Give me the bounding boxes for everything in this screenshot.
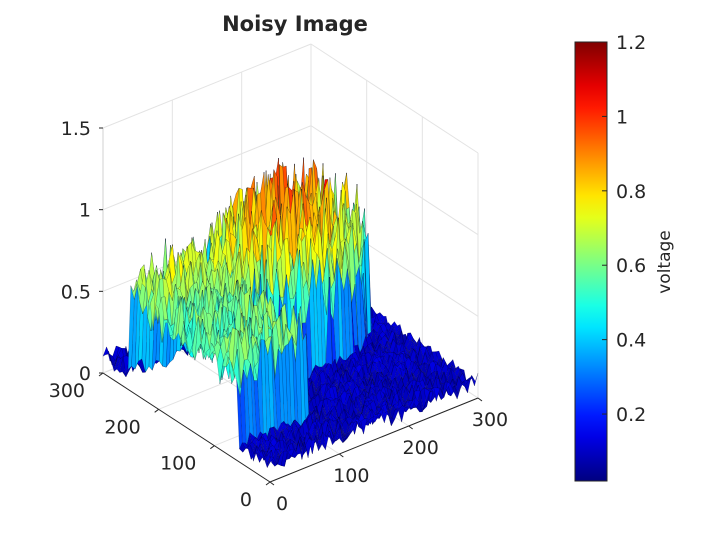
colorbar-tick-label: 0.6 — [616, 255, 646, 277]
colorbar-label: voltage — [655, 230, 675, 294]
y-tick-label: 200 — [104, 416, 140, 438]
grid-line — [102, 43, 312, 129]
z-tick-label: 0 — [79, 363, 91, 385]
x-tick — [408, 425, 413, 430]
y-tick-label: 300 — [49, 380, 85, 402]
colorbar-tick-label: 1 — [616, 106, 628, 128]
grid-line — [310, 125, 479, 236]
surface-plot — [102, 157, 479, 469]
z-tick-label: 1 — [79, 200, 91, 222]
x-tick — [269, 481, 275, 486]
colorbar-tick-label: 0.4 — [616, 330, 646, 352]
grid-line — [310, 43, 479, 154]
x-tick-label: 0 — [276, 493, 288, 515]
x-tick-label: 200 — [403, 437, 439, 459]
x-tick-label: 300 — [472, 409, 508, 431]
surface-patch — [267, 456, 274, 468]
y-tick — [265, 481, 271, 486]
colorbar-tick-label: 1.2 — [616, 32, 646, 54]
axes-front-lines — [102, 372, 479, 483]
grid-line — [102, 125, 312, 211]
colorbar: 0.2 0.4 0.6 0.8 1 1.2 voltage — [574, 32, 675, 482]
z-tick-label: 1.5 — [61, 118, 91, 140]
y-tick-label: 100 — [160, 453, 196, 475]
y-tick — [210, 445, 215, 450]
x-tick — [339, 453, 344, 458]
colorbar-gradient — [574, 41, 608, 482]
colorbar-tick-label: 0.8 — [616, 181, 646, 203]
chart-title: Noisy Image — [222, 12, 368, 36]
z-tick-label: 0.5 — [61, 281, 91, 303]
x-tick — [477, 397, 483, 402]
axis-line — [269, 397, 479, 483]
colorbar-tick-label: 0.2 — [616, 404, 646, 426]
axis-line — [102, 372, 271, 483]
y-tick-label: 0 — [240, 489, 252, 511]
x-tick-label: 100 — [333, 465, 369, 487]
y-tick — [154, 408, 159, 413]
